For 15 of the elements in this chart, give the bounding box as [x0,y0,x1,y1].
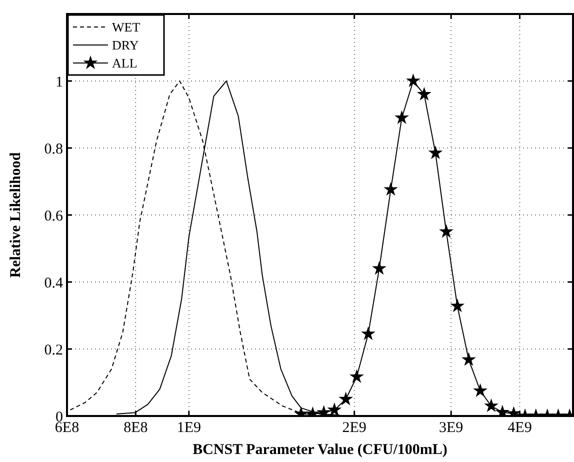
legend-label: DRY [112,38,140,53]
x-axis-title: BCNST Parameter Value (CFU/100mL) [192,442,448,458]
x-tick-label: 2E9 [342,420,366,436]
x-tick-label: 3E9 [439,420,464,436]
y-tick-label: 0.8 [44,141,63,158]
y-tick-label: 0.2 [44,342,63,358]
y-tick-label: 0.6 [44,208,64,224]
y-tick-label: 0.4 [44,275,64,292]
legend-label: WET [112,20,140,35]
y-tick-label: 1 [56,74,63,90]
y-axis-title: Relative Likelihood [8,152,24,278]
x-tick-label: 8E8 [124,420,148,436]
x-tick-label: 1E9 [176,420,201,436]
x-tick-label: 4E9 [508,420,532,436]
legend-label: ALL [112,56,138,71]
